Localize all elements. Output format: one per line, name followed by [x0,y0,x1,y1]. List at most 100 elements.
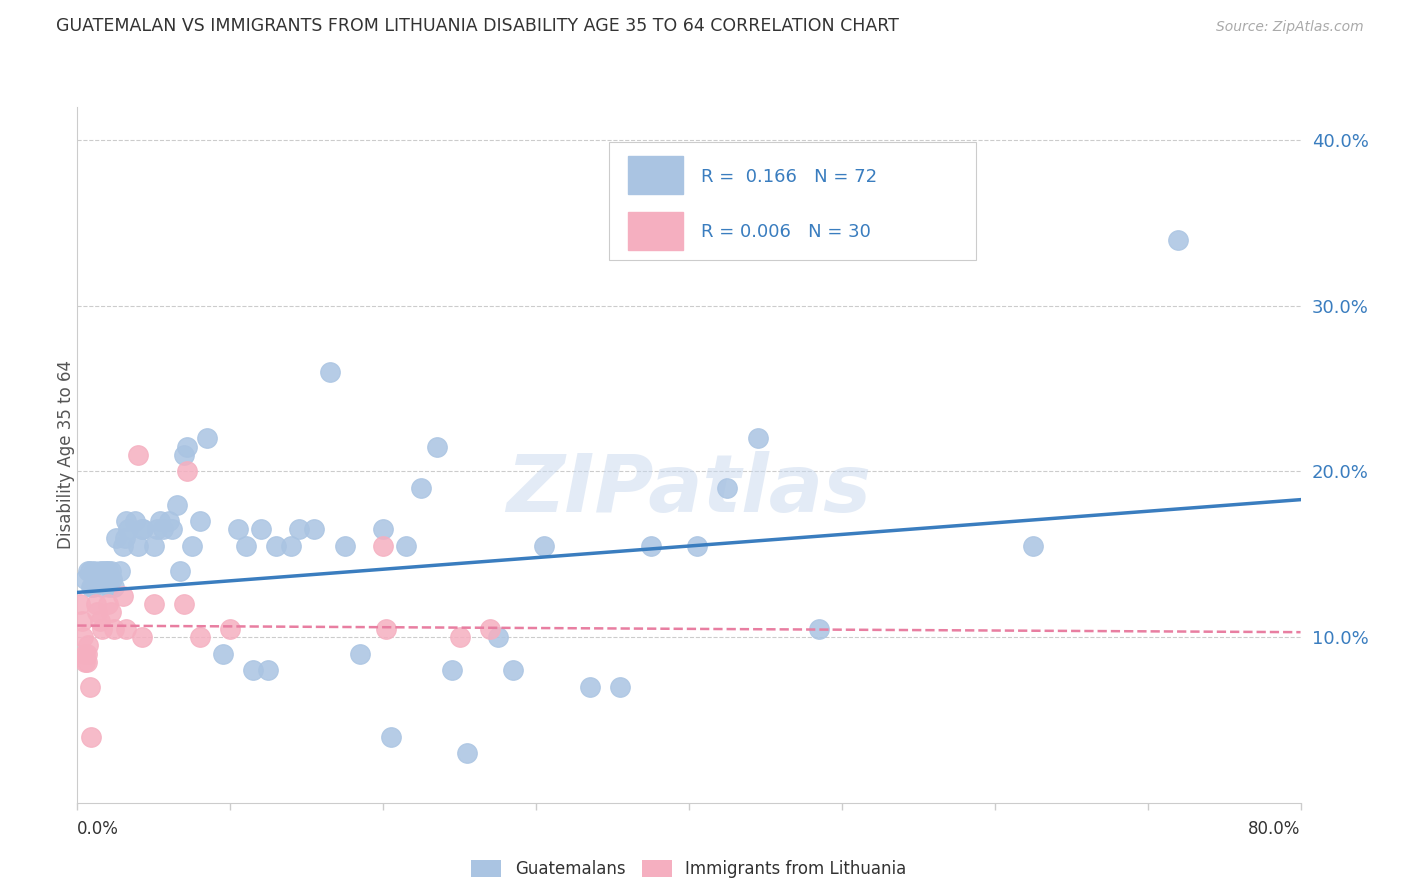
Point [115,622,138,636]
Point [395,539,418,553]
Point [176,465,198,479]
Point [349,647,371,661]
Point [152,523,174,537]
Point [211,647,233,661]
Point [173,448,195,462]
Point [79,564,101,578]
Point [288,523,311,537]
Point [188,630,211,644]
Point [640,539,662,553]
Point [426,440,449,454]
Point [142,539,165,553]
Point [90,581,112,595]
Point [195,431,218,445]
Point [747,431,769,445]
Point [100,605,122,619]
Point [411,481,433,495]
Point [257,663,280,677]
Point [76,647,98,661]
Point [578,680,600,694]
Point [318,365,340,379]
Point [1167,233,1189,247]
Point [188,514,211,528]
Point [73,655,96,669]
Point [76,655,98,669]
Point [77,639,100,653]
Point [176,440,198,454]
Bar [628,156,683,194]
Point [440,663,463,677]
Point [486,630,509,644]
Point [127,448,149,462]
Text: R =  0.166   N = 72: R = 0.166 N = 72 [702,168,877,186]
Point [127,539,149,553]
Point [103,581,125,595]
Point [304,523,326,537]
Point [142,597,165,611]
Point [371,539,394,553]
Point [114,531,136,545]
Point [169,564,191,578]
Point [69,597,91,611]
Point [101,572,124,586]
Point [1022,539,1045,553]
Point [242,663,264,677]
Text: Source: ZipAtlas.com: Source: ZipAtlas.com [1216,21,1364,34]
Point [533,539,555,553]
Point [250,523,273,537]
Y-axis label: Disability Age 35 to 64: Disability Age 35 to 64 [58,360,75,549]
Point [83,564,105,578]
Point [80,730,103,744]
Point [72,630,94,644]
Point [456,746,478,760]
Point [115,514,138,528]
Point [173,597,195,611]
Point [82,581,104,595]
Point [77,564,100,578]
Point [97,597,120,611]
Point [181,539,204,553]
Point [103,622,125,636]
Point [375,622,398,636]
Text: R = 0.006   N = 30: R = 0.006 N = 30 [702,223,872,241]
Point [73,647,96,661]
Point [84,597,107,611]
Point [479,622,502,636]
Point [146,523,169,537]
Point [149,514,172,528]
Point [117,523,139,537]
Point [97,564,120,578]
Point [716,481,738,495]
Point [100,564,122,578]
Point [84,572,107,586]
Point [502,663,524,677]
Point [112,589,135,603]
Point [449,630,471,644]
Point [94,572,117,586]
Point [80,581,103,595]
Point [131,630,153,644]
Point [73,572,96,586]
Legend: Guatemalans, Immigrants from Lithuania: Guatemalans, Immigrants from Lithuania [464,854,914,885]
Point [124,514,146,528]
Point [91,564,114,578]
Text: GUATEMALAN VS IMMIGRANTS FROM LITHUANIA DISABILITY AGE 35 TO 64 CORRELATION CHAR: GUATEMALAN VS IMMIGRANTS FROM LITHUANIA … [56,17,898,35]
Bar [628,212,683,250]
Point [131,523,153,537]
Point [157,514,180,528]
Point [108,564,131,578]
Text: 80.0%: 80.0% [1249,820,1301,838]
Point [112,539,135,553]
Point [90,622,112,636]
Point [371,523,394,537]
Point [79,680,101,694]
Point [333,539,356,553]
Point [280,539,302,553]
Text: 0.0%: 0.0% [77,820,120,838]
Point [609,680,631,694]
Point [380,730,402,744]
Point [264,539,287,553]
Point [89,564,111,578]
Point [219,622,242,636]
Point [132,523,155,537]
